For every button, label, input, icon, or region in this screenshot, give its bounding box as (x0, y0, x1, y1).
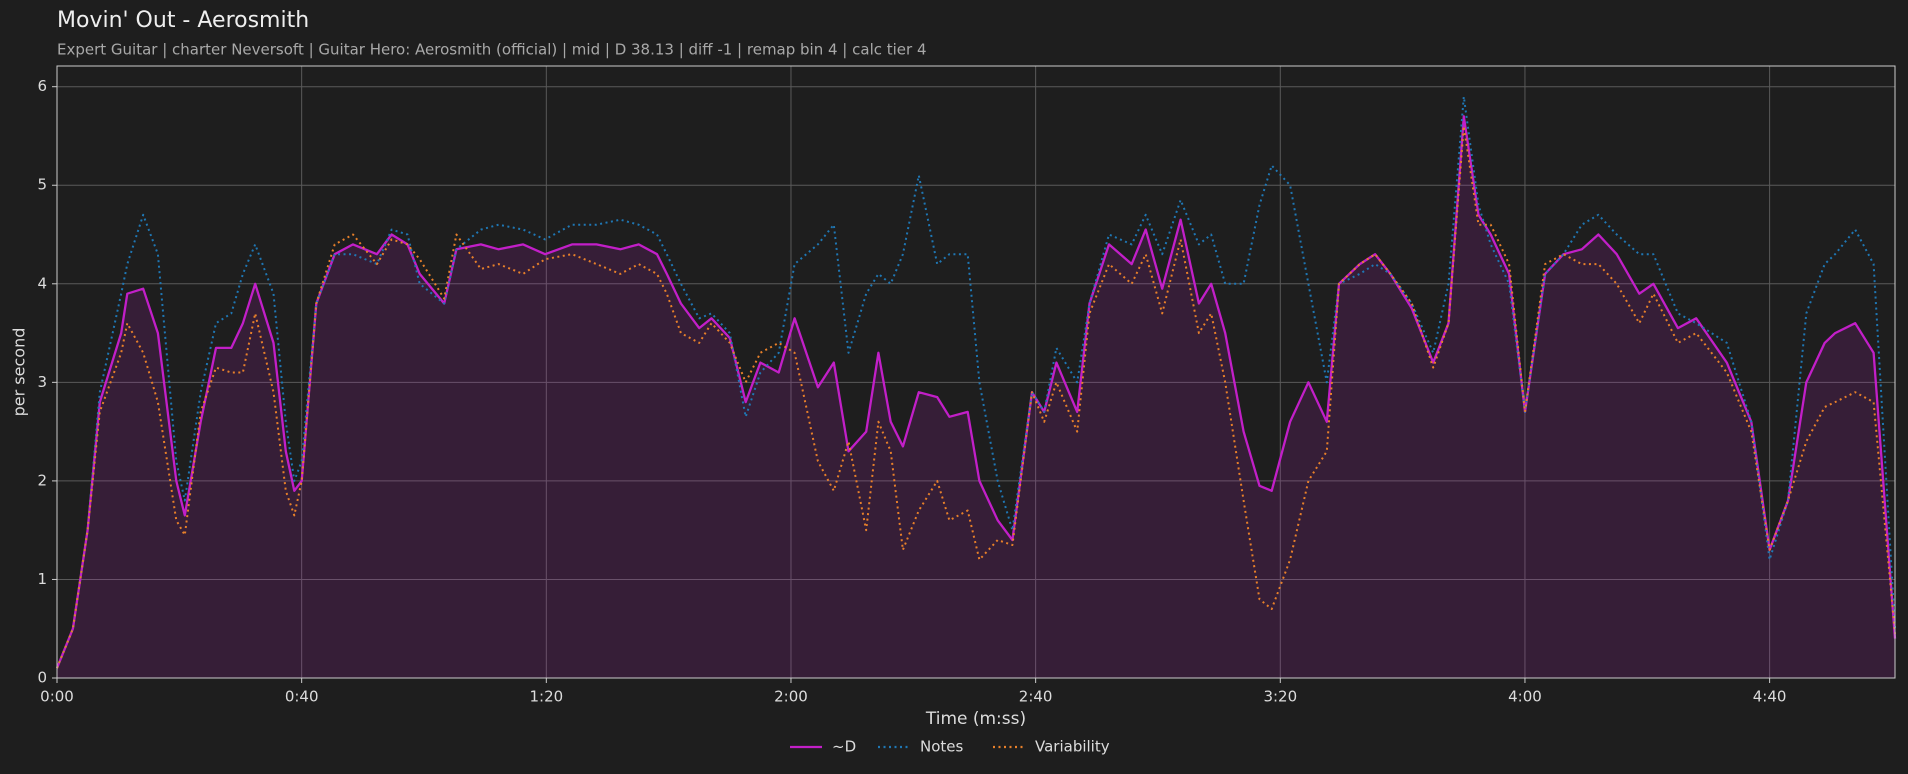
legend-label: ~D (832, 738, 856, 756)
plot-frame (56, 65, 1896, 679)
y-tick-label: 2 (37, 471, 47, 489)
x-tick-label: 0:00 (40, 688, 74, 706)
x-tick-label: 2:00 (774, 688, 808, 706)
y-tick-label: 0 (37, 669, 47, 687)
x-tick-label: 2:40 (1019, 688, 1053, 706)
x-tick-label: 1:20 (529, 688, 563, 706)
x-tick-label: 0:40 (285, 688, 319, 706)
y-axis-label: per second (10, 328, 29, 417)
legend-label: Variability (1035, 738, 1110, 756)
line (56, 125, 1896, 669)
y-tick-label: 6 (37, 77, 47, 95)
legend-label: Notes (920, 738, 964, 756)
x-axis-label: Time (m:ss) (925, 709, 1026, 729)
chart-subtitle: Expert Guitar | charter Neversoft | Guit… (57, 41, 927, 59)
y-tick-label: 1 (37, 570, 47, 588)
chart-title: Movin' Out - Aerosmith (57, 8, 309, 33)
line (56, 95, 1896, 669)
y-tick-label: 4 (37, 274, 47, 292)
x-tick-label: 4:40 (1753, 688, 1787, 706)
y-tick-label: 3 (37, 373, 47, 391)
x-tick-label: 4:00 (1508, 688, 1542, 706)
y-tick-label: 5 (37, 176, 47, 194)
x-tick-label: 3:20 (1263, 688, 1297, 706)
area (57, 116, 1895, 679)
